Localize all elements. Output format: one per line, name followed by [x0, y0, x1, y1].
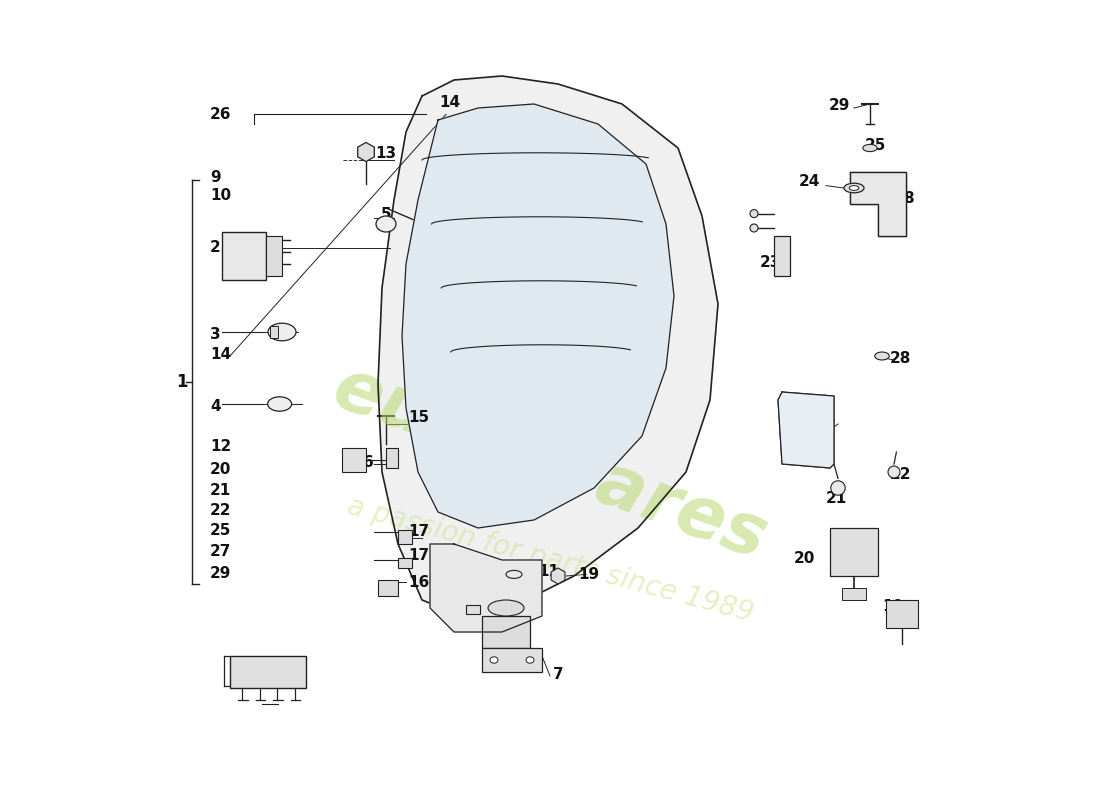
Text: 22: 22 — [890, 467, 911, 482]
Text: 26: 26 — [210, 107, 231, 122]
Text: 20: 20 — [210, 462, 231, 477]
Text: 29: 29 — [210, 566, 231, 581]
Bar — [482, 616, 530, 648]
Polygon shape — [551, 568, 565, 584]
Bar — [270, 326, 278, 338]
Ellipse shape — [888, 466, 900, 478]
Text: 21: 21 — [826, 491, 847, 506]
Bar — [482, 648, 542, 672]
Text: 25: 25 — [210, 523, 231, 538]
Polygon shape — [402, 104, 674, 528]
Bar — [342, 448, 366, 472]
Text: 5: 5 — [381, 207, 392, 222]
Text: eurospares: eurospares — [323, 354, 777, 574]
Text: 3: 3 — [210, 327, 221, 342]
Ellipse shape — [376, 216, 396, 232]
Text: 18: 18 — [516, 599, 537, 614]
Ellipse shape — [750, 224, 758, 232]
Ellipse shape — [490, 657, 498, 663]
Ellipse shape — [750, 210, 758, 218]
Text: 10: 10 — [210, 188, 231, 202]
Polygon shape — [850, 172, 906, 236]
Text: 1: 1 — [176, 373, 188, 390]
Text: 2: 2 — [210, 241, 221, 255]
Text: 4: 4 — [210, 399, 221, 414]
Text: 17: 17 — [408, 549, 429, 563]
Text: 22: 22 — [210, 503, 231, 518]
Ellipse shape — [849, 186, 859, 190]
Ellipse shape — [267, 397, 292, 411]
Bar — [378, 580, 398, 596]
Text: 17: 17 — [408, 525, 429, 539]
Text: 23: 23 — [759, 255, 781, 270]
Polygon shape — [778, 392, 834, 468]
Bar — [466, 605, 481, 614]
Polygon shape — [378, 76, 718, 616]
Polygon shape — [430, 544, 542, 632]
Polygon shape — [358, 142, 374, 162]
Text: 25: 25 — [865, 138, 887, 153]
Bar — [842, 588, 866, 600]
Ellipse shape — [268, 323, 296, 341]
Text: 27: 27 — [210, 545, 231, 559]
Ellipse shape — [506, 570, 522, 578]
Text: 20: 20 — [794, 551, 815, 566]
Bar — [222, 232, 266, 280]
Bar — [774, 236, 790, 276]
Ellipse shape — [844, 183, 864, 193]
Text: 9: 9 — [210, 170, 221, 185]
Text: 7: 7 — [552, 667, 563, 682]
Bar — [398, 558, 412, 568]
Ellipse shape — [862, 144, 877, 152]
Text: 10: 10 — [882, 599, 903, 614]
Text: 15: 15 — [408, 410, 429, 425]
Text: 24: 24 — [799, 174, 820, 189]
Bar — [230, 656, 306, 688]
Text: 16: 16 — [408, 575, 429, 590]
Text: 11: 11 — [538, 565, 559, 579]
Text: 14: 14 — [439, 95, 461, 110]
Text: 29: 29 — [829, 98, 850, 113]
Bar — [386, 448, 398, 468]
Ellipse shape — [526, 657, 534, 663]
Text: 6: 6 — [363, 455, 374, 470]
Text: 9: 9 — [823, 419, 834, 434]
Ellipse shape — [874, 352, 889, 360]
Ellipse shape — [830, 481, 845, 495]
Text: 12: 12 — [210, 439, 231, 454]
Text: a passion for parts since 1989: a passion for parts since 1989 — [343, 492, 757, 628]
Bar — [886, 600, 918, 628]
Bar — [398, 530, 412, 544]
Bar — [830, 528, 878, 576]
Text: 13: 13 — [375, 146, 397, 161]
Text: 21: 21 — [210, 483, 231, 498]
Text: 19: 19 — [578, 567, 600, 582]
Text: 14: 14 — [210, 347, 231, 362]
Bar — [266, 236, 282, 276]
Text: 8: 8 — [903, 191, 914, 206]
Ellipse shape — [488, 600, 524, 616]
Text: 28: 28 — [890, 351, 911, 366]
